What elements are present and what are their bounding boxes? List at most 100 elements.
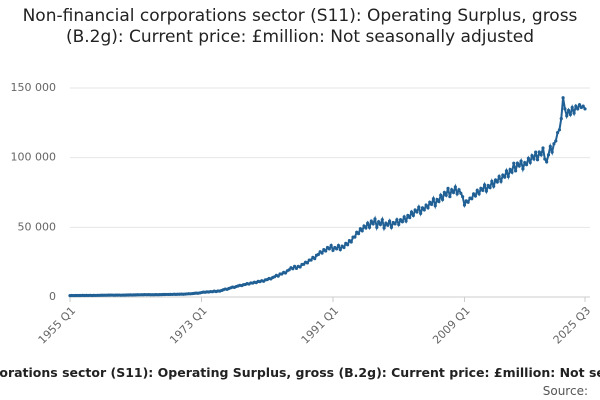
point	[360, 229, 364, 233]
point	[583, 107, 587, 111]
point	[362, 224, 366, 228]
point	[501, 173, 505, 177]
point	[366, 221, 370, 225]
point	[302, 262, 306, 266]
point	[545, 160, 549, 164]
x-tick-label: 1991 Q1	[299, 304, 342, 347]
point	[565, 114, 569, 118]
point	[444, 193, 448, 197]
point	[415, 210, 419, 214]
point	[466, 200, 470, 204]
point	[490, 179, 494, 183]
point	[486, 183, 490, 188]
point	[568, 112, 572, 117]
point	[524, 163, 529, 167]
point	[349, 240, 353, 244]
point	[428, 200, 432, 204]
point	[375, 225, 379, 229]
point	[402, 215, 406, 219]
point	[336, 243, 341, 248]
point	[411, 213, 415, 218]
point	[482, 183, 487, 187]
point	[521, 167, 525, 171]
point	[552, 142, 556, 146]
point	[433, 204, 437, 208]
point	[548, 144, 552, 149]
point	[450, 188, 454, 192]
point	[435, 197, 439, 202]
point	[382, 226, 386, 230]
point	[455, 192, 459, 196]
point	[373, 217, 377, 221]
point	[429, 202, 434, 206]
point	[499, 179, 503, 183]
point	[530, 153, 534, 158]
point	[570, 105, 574, 110]
point	[462, 203, 467, 207]
point	[293, 264, 297, 268]
point	[453, 185, 457, 189]
point	[327, 247, 331, 251]
point	[419, 211, 423, 215]
point	[457, 188, 461, 192]
point	[510, 170, 514, 174]
point	[572, 111, 576, 115]
point	[422, 208, 426, 212]
point	[556, 130, 560, 135]
point	[535, 158, 540, 162]
point	[409, 210, 414, 214]
point	[526, 156, 530, 160]
point	[559, 117, 563, 121]
point	[546, 153, 551, 157]
point	[386, 223, 390, 227]
point	[576, 107, 580, 111]
point	[417, 205, 421, 209]
point	[537, 150, 541, 154]
point	[369, 219, 373, 223]
point	[506, 174, 510, 179]
point	[475, 188, 479, 193]
point	[488, 186, 492, 190]
point	[484, 189, 488, 193]
point	[283, 271, 288, 275]
point	[298, 265, 302, 269]
point	[459, 191, 463, 195]
point	[329, 243, 333, 248]
point	[371, 222, 375, 226]
point	[404, 219, 408, 223]
x-tick-label: 2009 Q1	[430, 304, 473, 347]
point	[380, 218, 384, 222]
point	[581, 104, 585, 108]
point	[519, 159, 523, 163]
x-tick-label: 1973 Q1	[167, 304, 210, 347]
point	[276, 274, 280, 278]
point	[550, 150, 554, 154]
point	[413, 208, 417, 212]
point	[358, 227, 362, 231]
point	[514, 169, 518, 173]
point	[554, 139, 558, 143]
point	[495, 180, 499, 184]
point	[338, 248, 342, 252]
point	[398, 218, 403, 222]
point	[532, 157, 536, 161]
point	[287, 268, 291, 272]
point	[446, 186, 450, 190]
point	[324, 249, 328, 253]
x-tick-label: 1955 Q1	[36, 304, 79, 347]
point	[451, 190, 456, 195]
point	[313, 257, 317, 261]
point	[481, 188, 485, 193]
point	[497, 174, 501, 179]
point	[479, 186, 483, 190]
x-tick-label: 2025 Q3	[551, 304, 594, 347]
point	[508, 167, 512, 172]
point	[420, 206, 425, 210]
point	[309, 258, 313, 262]
point	[440, 197, 445, 202]
point	[331, 248, 335, 252]
point	[356, 232, 361, 236]
point	[320, 251, 324, 255]
